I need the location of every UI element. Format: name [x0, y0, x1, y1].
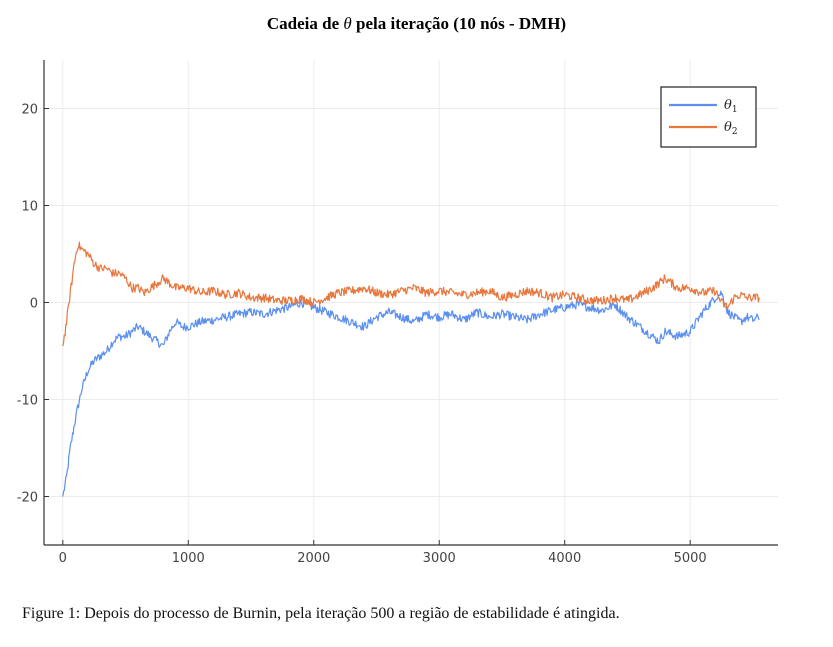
x-tick-label: 4000	[548, 551, 581, 566]
x-tick-label: 5000	[674, 551, 707, 566]
y-tick-label: 20	[21, 103, 38, 118]
figure-caption: Figure 1: Depois do processo de Burnin, …	[22, 605, 620, 622]
y-tick-label: -10	[17, 394, 38, 409]
axes: 0 1000 2000 3000 4000 5000 -20 -10 0 10 20	[17, 60, 778, 566]
legend-label-2: θ2	[724, 120, 738, 137]
grid	[44, 60, 778, 545]
legend-label-1: θ1	[724, 98, 738, 115]
y-tick-label: 10	[21, 200, 38, 215]
x-tick-label: 3000	[423, 551, 456, 566]
series-group	[62, 241, 760, 497]
series-line-1	[62, 290, 760, 497]
y-tick-label: -20	[17, 491, 38, 506]
series-line-2	[62, 241, 760, 347]
x-tick-label: 2000	[297, 551, 330, 566]
chart-title: Cadeia de θ pela iteração (10 nós - DMH)	[266, 14, 567, 33]
theta-symbol: θ	[343, 14, 352, 33]
legend-box	[660, 86, 757, 148]
y-tick-label: 0	[30, 297, 38, 312]
x-tick-label: 0	[59, 551, 67, 566]
x-tick-label: 1000	[172, 551, 205, 566]
